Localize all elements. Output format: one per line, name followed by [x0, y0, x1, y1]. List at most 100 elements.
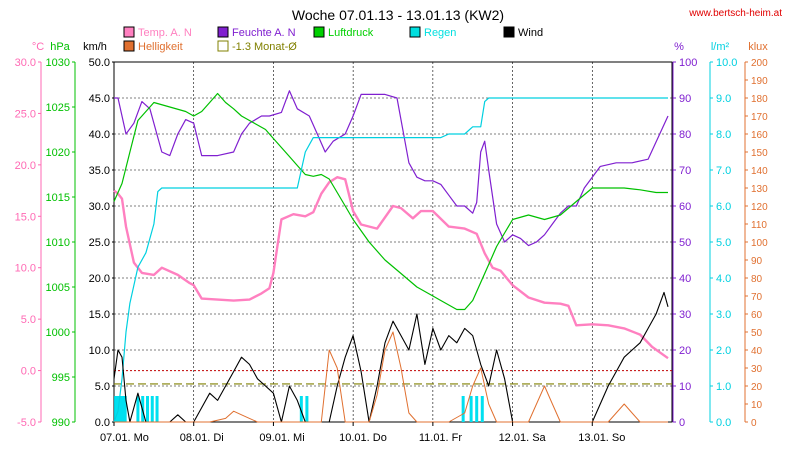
tick-label-pressure: 1005 — [46, 282, 70, 294]
tick-label-pressure: 1000 — [46, 327, 70, 339]
tick-label-wind: 25.0 — [89, 237, 110, 249]
legend-swatch — [409, 26, 421, 38]
axis-unit-light: klux — [748, 41, 768, 53]
tick-label-temp: 15.0 — [15, 211, 36, 223]
series-line-luftdruck — [113, 92, 668, 311]
plot-frame — [113, 61, 673, 423]
tick-label-pressure: 995 — [52, 372, 70, 384]
rain-rate-bar — [461, 396, 465, 422]
legend-label: Temp. A. N — [138, 27, 192, 39]
tick-label-rain: 6.0 — [716, 201, 731, 213]
tick-label-light: 100 — [751, 238, 768, 249]
chart-title: Woche 07.01.13 - 13.01.13 (KW2) — [292, 7, 504, 23]
rain-rate-bar — [145, 396, 149, 422]
tick-label-light: 70 — [751, 292, 763, 303]
rain-rate-bar — [469, 396, 473, 422]
tick-label-rain: 8.0 — [716, 129, 731, 141]
legend-swatch — [123, 40, 135, 52]
tick-label-humidity: 50 — [679, 237, 691, 249]
rain-rate-bar — [118, 396, 122, 422]
x-tick-label: 10.01. Do — [339, 432, 387, 444]
tick-label-wind: 40.0 — [89, 129, 110, 141]
tick-label-temp: 30.0 — [15, 57, 36, 69]
rain-rate-bar — [121, 396, 125, 422]
tick-label-wind: 45.0 — [89, 93, 110, 105]
tick-label-humidity: 30 — [679, 309, 691, 321]
series-line-feuchte-a-n — [114, 90, 669, 247]
tick-label-light: 130 — [751, 184, 768, 195]
rain-rate-bar — [299, 396, 303, 422]
rain-rate-bar — [114, 396, 118, 422]
tick-label-rain: 0.0 — [716, 417, 731, 429]
tick-label-light: 90 — [751, 256, 763, 267]
tick-label-pressure: 1030 — [46, 57, 70, 69]
tick-label-light: 160 — [751, 130, 768, 141]
x-axis: 07.01. Mo 08.01. Di 09.01. Mi 10.01. Do 11.0… — [100, 422, 625, 444]
rain-rate-bar — [305, 396, 309, 422]
legend-label: Regen — [424, 27, 456, 39]
tick-label-pressure: 990 — [52, 417, 70, 429]
rain-rate-bar — [475, 396, 479, 422]
x-tick-label: 12.01. Sa — [499, 432, 547, 444]
rain-rate-bar — [480, 396, 484, 422]
legend-label: -1.3 Monat-Ø — [232, 41, 297, 53]
series-line-regen — [113, 97, 668, 423]
tick-label-humidity: 70 — [679, 165, 691, 177]
tick-label-temp: 20.0 — [15, 160, 36, 172]
tick-label-wind: 20.0 — [89, 273, 110, 285]
tick-label-light: 10 — [751, 400, 763, 411]
x-tick-label: 07.01. Mo — [100, 432, 149, 444]
tick-label-humidity: 20 — [679, 345, 691, 357]
series-line-temp-a-n — [113, 175, 669, 360]
series-line-helligkeit — [114, 331, 668, 423]
x-tick-label: 08.01. Di — [180, 432, 224, 444]
x-tick-label: 09.01. Mi — [259, 432, 304, 444]
x-tick-label: 11.01. Fr — [419, 432, 463, 444]
rain-rate-bar — [123, 396, 127, 422]
tick-label-humidity: 60 — [679, 201, 691, 213]
axis-unit-temp: °C — [32, 41, 44, 53]
legend-label: Luftdruck — [328, 27, 374, 39]
tick-label-light: 0 — [751, 418, 757, 429]
legend-swatch — [313, 26, 325, 38]
rain-rate-bar — [150, 396, 154, 422]
legend-swatch — [503, 26, 515, 38]
legend-swatch — [217, 26, 229, 38]
tick-label-humidity: 80 — [679, 129, 691, 141]
tick-label-wind: 50.0 — [89, 57, 110, 69]
tick-label-temp: 10.0 — [15, 263, 36, 275]
tick-label-rain: 9.0 — [716, 93, 731, 105]
tick-label-wind: 10.0 — [89, 345, 110, 357]
tick-label-rain: 7.0 — [716, 165, 731, 177]
tick-label-pressure: 1010 — [46, 237, 70, 249]
axis-unit-pressure: hPa — [50, 41, 70, 53]
tick-label-light: 60 — [751, 310, 763, 321]
tick-label-pressure: 1025 — [46, 102, 70, 114]
tick-label-pressure: 1020 — [46, 147, 70, 159]
tick-label-light: 110 — [751, 220, 767, 231]
tick-label-rain: 3.0 — [716, 309, 731, 321]
axis-unit-wind: km/h — [83, 41, 107, 53]
plot-area — [113, 61, 673, 423]
tick-label-wind: 30.0 — [89, 201, 110, 213]
tick-label-pressure: 1015 — [46, 192, 70, 204]
tick-label-light: 170 — [751, 112, 768, 123]
tick-label-temp: 0.0 — [21, 366, 36, 378]
legend-swatch — [123, 26, 135, 38]
tick-label-humidity: 40 — [679, 273, 691, 285]
watermark: www.bertsch-heim.at — [688, 8, 782, 19]
tick-label-light: 40 — [751, 346, 763, 357]
right-axes: 0102030405060708090100%0.01.02.03.04.05.… — [672, 41, 768, 429]
tick-label-wind: 5.0 — [95, 381, 110, 393]
rain-rate-bar — [136, 396, 140, 422]
tick-label-wind: 15.0 — [89, 309, 110, 321]
tick-label-rain: 1.0 — [716, 381, 731, 393]
tick-label-temp: 5.0 — [21, 314, 36, 326]
tick-label-light: 30 — [751, 364, 763, 375]
tick-label-humidity: 90 — [679, 93, 691, 105]
tick-label-light: 20 — [751, 382, 763, 393]
rain-rate-bar — [155, 396, 159, 422]
tick-label-light: 80 — [751, 274, 763, 285]
tick-label-wind: 35.0 — [89, 165, 110, 177]
